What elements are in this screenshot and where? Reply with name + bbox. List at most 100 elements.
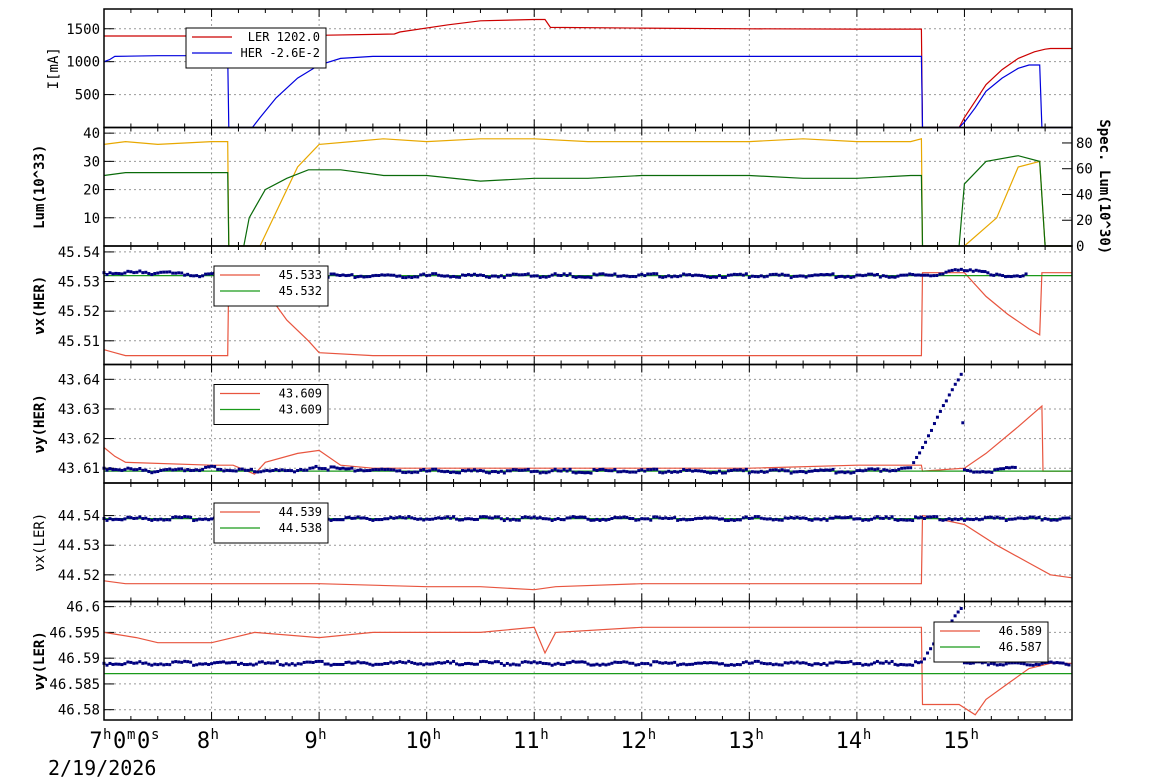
data-point — [825, 518, 829, 522]
data-point — [347, 660, 351, 664]
data-point — [362, 275, 366, 279]
data-point — [1007, 517, 1011, 521]
y-tick-label: 43.62 — [58, 432, 100, 448]
data-point — [747, 661, 751, 665]
data-point — [852, 517, 856, 521]
y-tick-label: 44.54 — [58, 509, 100, 525]
data-point — [198, 469, 202, 473]
data-point — [141, 271, 145, 275]
data-point — [428, 662, 432, 666]
data-point — [535, 469, 539, 473]
data-point — [646, 468, 650, 472]
data-point — [356, 468, 360, 472]
data-point — [831, 516, 835, 520]
data-point — [816, 469, 820, 473]
data-point — [344, 660, 348, 664]
data-point — [464, 517, 468, 521]
data-point — [849, 276, 853, 280]
data-point — [207, 662, 211, 666]
data-point — [186, 272, 190, 276]
data-point — [828, 516, 832, 520]
data-point — [195, 663, 199, 667]
data-point — [810, 469, 814, 473]
data-point — [878, 275, 882, 279]
data-point — [628, 275, 632, 279]
data-point — [153, 517, 157, 521]
data-point — [959, 606, 963, 610]
data-point — [646, 662, 650, 666]
data-point — [664, 275, 668, 279]
data-point — [1024, 272, 1028, 276]
data-point — [831, 467, 835, 471]
data-point — [843, 471, 847, 475]
data-point — [870, 467, 874, 471]
data-point — [141, 661, 145, 665]
data-point — [359, 516, 363, 520]
data-point — [147, 470, 151, 474]
data-point — [631, 517, 635, 521]
data-point — [413, 470, 417, 474]
data-point — [861, 469, 865, 473]
data-point — [622, 469, 626, 473]
data-point — [980, 661, 984, 665]
data-point — [571, 470, 575, 474]
data-point — [786, 469, 790, 473]
data-point — [953, 517, 957, 521]
data-point — [816, 273, 820, 277]
legend-entry: 45.532 — [279, 284, 322, 298]
x-tick-label: 8 — [197, 729, 210, 754]
data-point — [929, 515, 933, 519]
data-point — [308, 466, 312, 470]
data-point — [222, 469, 226, 473]
data-point — [320, 659, 324, 663]
data-point — [670, 661, 674, 665]
data-point — [670, 516, 674, 520]
data-point — [174, 660, 178, 664]
data-point — [251, 663, 255, 667]
data-point — [916, 273, 920, 277]
data-point — [771, 663, 775, 667]
data-point — [890, 660, 894, 664]
data-point — [207, 518, 211, 522]
data-point — [720, 662, 724, 666]
data-point — [174, 515, 178, 519]
data-point — [250, 467, 254, 471]
data-point — [661, 661, 665, 665]
data-point — [156, 470, 160, 474]
data-point — [691, 662, 695, 666]
data-point — [762, 470, 766, 474]
data-point — [114, 662, 118, 666]
data-point — [350, 466, 354, 470]
data-point — [413, 517, 417, 521]
data-point — [679, 274, 683, 278]
data-point — [374, 273, 378, 277]
data-point — [637, 518, 641, 522]
data-point — [962, 518, 966, 522]
data-point — [697, 661, 701, 665]
data-point — [371, 274, 375, 278]
data-point — [756, 470, 760, 474]
data-point — [428, 469, 432, 473]
data-point — [864, 518, 868, 522]
data-point — [398, 660, 402, 664]
data-point — [177, 467, 181, 471]
data-point — [419, 662, 423, 666]
data-point — [902, 518, 906, 522]
data-point — [741, 469, 745, 473]
data-point — [449, 275, 453, 279]
data-point — [694, 661, 698, 665]
data-point — [1006, 274, 1010, 278]
data-point — [631, 274, 635, 278]
data-point — [469, 517, 473, 521]
x-tick-label-min: 0 — [113, 729, 126, 754]
data-point — [404, 516, 408, 520]
data-point — [953, 268, 957, 272]
data-point — [464, 469, 468, 473]
x-tick-label-unit: h — [755, 727, 763, 743]
data-point — [443, 661, 447, 665]
data-point — [553, 467, 557, 471]
data-point — [616, 470, 620, 474]
data-point — [685, 273, 689, 277]
data-point — [932, 274, 936, 278]
data-point — [887, 275, 891, 279]
